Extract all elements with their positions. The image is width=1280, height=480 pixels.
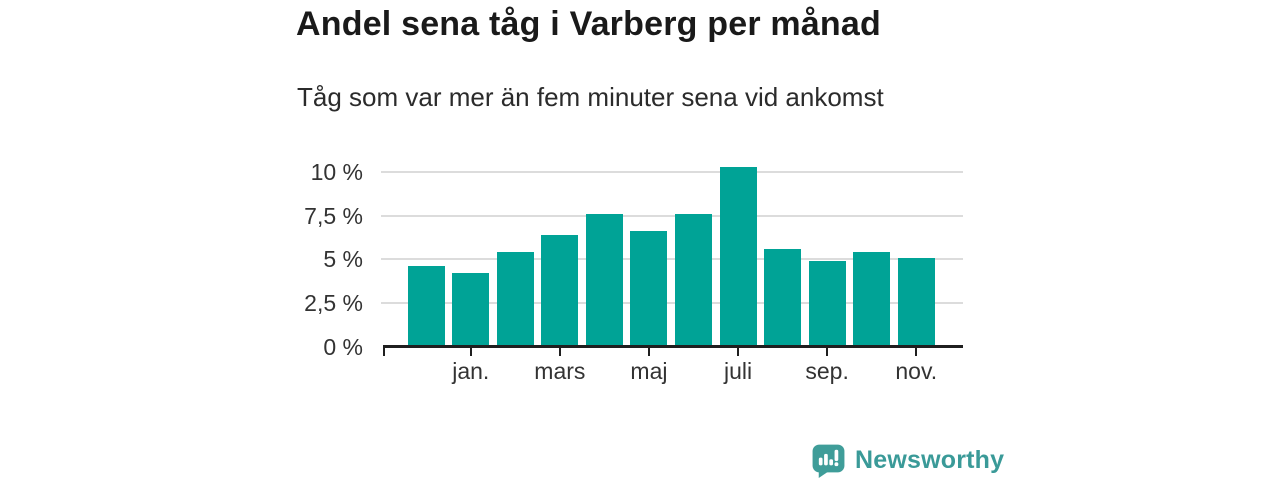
bar-dec xyxy=(407,266,445,347)
y-axis-label: 5 % xyxy=(323,246,363,273)
gridline xyxy=(381,171,963,173)
y-axis-label: 7,5 % xyxy=(304,202,363,229)
bar-okt xyxy=(853,252,891,347)
bar-sep xyxy=(808,260,846,347)
x-axis-label: juli xyxy=(723,358,753,384)
newsworthy-logo[interactable]: Newsworthy xyxy=(810,441,1004,479)
bar-aug xyxy=(764,248,802,347)
gridline xyxy=(381,258,963,261)
bar-mars xyxy=(541,234,579,347)
x-axis-label: maj xyxy=(630,358,668,384)
gridline xyxy=(381,301,963,304)
x-axis-label: jan. xyxy=(452,358,490,384)
x-axis-label: nov. xyxy=(895,358,938,384)
bar-nov xyxy=(897,257,935,347)
chart-title: Andel sena tåg i Varberg per månad xyxy=(296,5,881,43)
bar-maj xyxy=(630,231,668,347)
bar-apr xyxy=(585,213,623,347)
newsworthy-logo-text: Newsworthy xyxy=(855,445,1005,474)
bar-juni xyxy=(675,213,712,347)
bar-feb xyxy=(496,252,534,347)
x-axis-tick xyxy=(826,347,829,356)
x-axis-tick xyxy=(915,347,918,356)
x-axis-tick xyxy=(647,347,650,356)
x-axis-label: sep. xyxy=(805,358,849,384)
y-axis-label: 0 % xyxy=(323,333,363,360)
bar-jan xyxy=(452,273,490,347)
axis-start-tick xyxy=(383,347,385,356)
x-axis-line xyxy=(383,345,963,348)
x-axis-tick xyxy=(469,347,472,356)
x-axis-label: mars xyxy=(534,358,586,384)
x-axis-tick xyxy=(558,347,561,356)
chart-subtitle: Tåg som var mer än fem minuter sena vid … xyxy=(297,82,884,112)
x-axis-tick xyxy=(737,347,740,356)
y-axis-label: 10 % xyxy=(310,159,363,185)
gridline xyxy=(381,214,963,217)
newsworthy-logo-icon xyxy=(810,442,847,479)
bar-juli xyxy=(719,166,757,347)
y-axis-label: 2,5 % xyxy=(304,289,363,316)
